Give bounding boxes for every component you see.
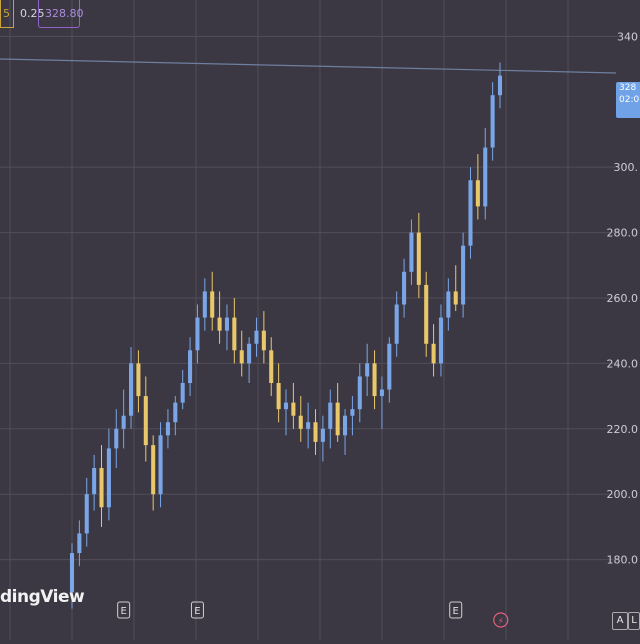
candle-body: [416, 232, 421, 285]
candle-body: [151, 445, 156, 495]
candle-body: [261, 330, 266, 351]
candle-body: [195, 317, 200, 351]
candle-body: [438, 317, 443, 364]
earnings-marker-box: [190, 601, 204, 619]
candle-body: [313, 422, 318, 442]
candle-body: [254, 330, 259, 344]
candle-body: [431, 343, 436, 364]
earnings-marker-box: [117, 601, 131, 619]
candle-body: [497, 75, 503, 96]
candle-body: [136, 363, 141, 397]
candle-body: [158, 435, 163, 495]
price-tag-line1: 328: [619, 83, 637, 93]
candle-body: [394, 304, 399, 344]
candle-body: [335, 402, 340, 436]
candle-body: [387, 343, 392, 390]
y-tick-label: 220.0: [607, 423, 639, 436]
candle-body: [129, 363, 134, 416]
tradingview-watermark: dingView: [0, 587, 85, 607]
interval-badge[interactable]: 5: [0, 0, 14, 28]
candle-body: [269, 350, 274, 383]
candle-body: [298, 415, 303, 429]
candle-body: [77, 533, 82, 554]
candle-body: [468, 180, 473, 246]
log-scale-button[interactable]: L: [628, 612, 640, 630]
candle-body: [372, 363, 377, 397]
candle-body: [475, 180, 480, 207]
current-price-line: [0, 58, 617, 74]
candle-body: [188, 350, 193, 383]
candle-body: [306, 422, 311, 429]
candle-body: [350, 409, 355, 416]
candle-body: [483, 147, 488, 207]
change-value: 0.25: [20, 7, 45, 20]
dividend-marker-circle: [493, 612, 509, 628]
candle-body: [99, 468, 104, 508]
candle-body: [365, 363, 370, 377]
candle-body: [210, 291, 215, 318]
candle-body: [247, 343, 252, 364]
candle-body: [276, 383, 281, 410]
y-tick-label: 240.0: [607, 357, 639, 370]
candle-body: [232, 317, 237, 351]
y-tick-label: 340: [617, 30, 638, 43]
candle-body: [291, 402, 296, 416]
current-price-tag: 328 02:0: [616, 82, 640, 118]
auto-scale-button[interactable]: A: [612, 612, 628, 630]
y-tick-label: 200.0: [607, 488, 639, 501]
candle-body: [490, 95, 495, 148]
candle-body: [165, 422, 170, 436]
candle-body: [239, 350, 244, 364]
price-tag-line2: 02:0: [619, 95, 640, 105]
candle-body: [446, 291, 451, 318]
candle-body: [217, 317, 222, 331]
candle-body: [106, 448, 111, 508]
candle-body: [461, 245, 466, 305]
candle-body: [424, 284, 429, 344]
candle-body: [402, 271, 407, 305]
earnings-marker-label: E: [120, 606, 126, 617]
price-box: 328.80: [38, 0, 84, 28]
dividend-marker-label: ⚡: [498, 617, 504, 627]
candle-body: [224, 317, 229, 331]
candle-body: [114, 428, 119, 449]
candle-body: [453, 291, 458, 305]
y-tick-label: 260.0: [607, 292, 639, 305]
candle-body: [379, 389, 384, 397]
earnings-marker-box: [449, 601, 463, 619]
y-tick-label: 300.: [614, 161, 639, 174]
candle-body: [357, 376, 362, 410]
earnings-marker-label: E: [194, 606, 200, 617]
y-tick-label: 280.0: [607, 227, 639, 240]
earnings-marker-label: E: [453, 606, 459, 617]
candle-body: [180, 383, 185, 403]
candle-body: [320, 428, 325, 442]
candle-body: [121, 415, 126, 429]
candle-body: [173, 402, 178, 423]
candle-body: [343, 415, 348, 436]
candle-body: [92, 468, 97, 495]
candle-body: [143, 396, 148, 446]
candle-body: [283, 402, 289, 410]
candle-body: [84, 494, 89, 534]
y-tick-label: 180.0: [607, 554, 639, 567]
candle-body: [202, 291, 207, 318]
candle-body: [328, 402, 333, 429]
candle-body: [69, 553, 75, 593]
candle-body: [409, 232, 414, 272]
